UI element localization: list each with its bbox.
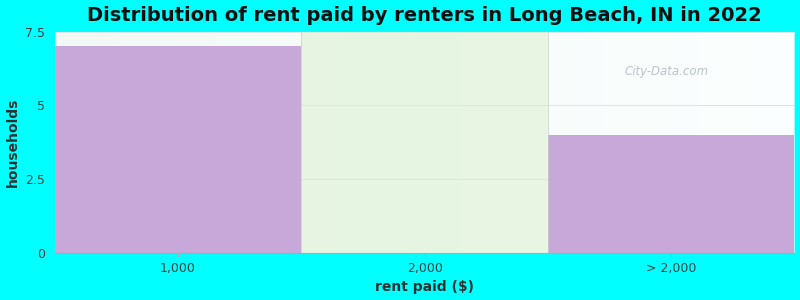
Title: Distribution of rent paid by renters in Long Beach, IN in 2022: Distribution of rent paid by renters in …: [87, 6, 762, 25]
Bar: [548, 135, 794, 253]
Y-axis label: households: households: [6, 98, 19, 187]
Bar: [55, 46, 302, 253]
X-axis label: rent paid ($): rent paid ($): [375, 280, 474, 294]
Bar: [302, 32, 548, 253]
Text: City-Data.com: City-Data.com: [624, 65, 709, 78]
